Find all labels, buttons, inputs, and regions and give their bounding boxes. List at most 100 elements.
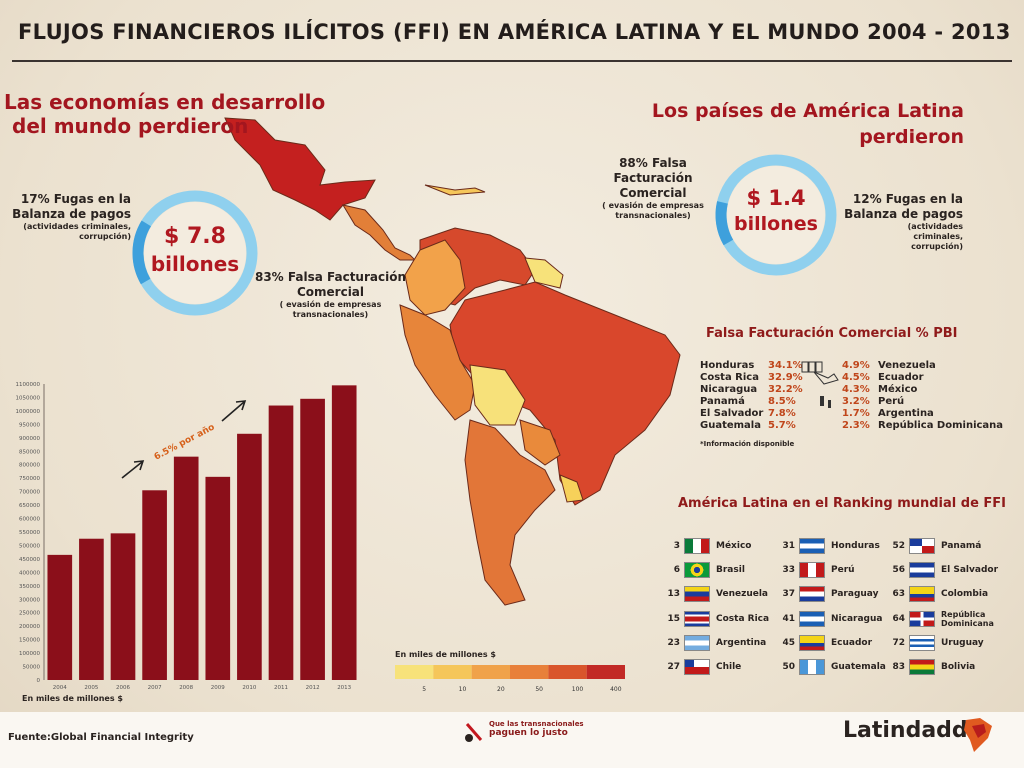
fake-invoicing-country: El Salvador [700,408,764,419]
fake-invoicing-value: 4.3% [842,384,870,395]
ranking-item: 64 República Dominicana [883,609,1013,629]
flag-brazil-icon [684,562,710,579]
logo-map-icon [964,718,992,752]
fake-invoicing-country: Costa Rica [700,372,759,383]
map-region-peru-ecuador [399,304,476,421]
x-tick-label: 2009 [211,685,225,691]
bar-2006 [110,533,136,680]
fake-invoicing-value: 1.7% [842,408,870,419]
developing-heading-line1: Las economías en desarrollo [4,90,326,114]
map-region-central-america [341,204,417,261]
latam-total-value: $ 1.4 [746,186,806,210]
fake-invoicing-value: 34.1% [768,360,803,371]
developing-heading-line2: del mundo perdieron [12,114,249,138]
ranking-item: 13 Venezuela [658,584,768,604]
ranking-country: Ecuador [831,637,873,648]
fake-invoicing-value: 2.3% [842,420,870,431]
latam-donut: $ 1.4 billones [713,152,839,278]
latam-heading: Los países de América Latina perdieron [652,98,964,150]
fake-invoicing-country: Venezuela [878,360,936,371]
fake-invoicing-right-list: 4.9% Venezuela 4.5% Ecuador 4.3% México 3.2% Pe… [842,360,1003,432]
ranking-number: 50 [782,662,795,672]
ranking-country: Argentina [716,637,767,648]
latam-leak-note2: criminales, [913,232,963,241]
y-tick-label: 550000 [19,530,40,536]
fake-invoicing-row: Guatemala 5.7% [700,420,803,432]
ranking-country: Nicaragua [831,613,883,624]
y-tick-label: 600000 [19,517,40,523]
fake-invoicing-country: República Dominicana [878,420,1004,431]
flag-uruguay-icon [909,634,935,651]
developing-leak-note2: corrupción) [79,232,131,241]
y-tick-label: 900000 [19,436,40,442]
ranking-country: Chile [716,662,742,672]
ranking-item: 23 Argentina [658,633,766,653]
y-tick-label: 950000 [19,422,40,428]
ranking-number: 13 [667,589,680,600]
flag-paraguay-icon [799,586,825,603]
map-scale: En miles de millones $ 5 10 20 50 100 400 [395,650,625,701]
scale-tick-label: 20 [497,686,505,693]
ranking-item: 52 Panamá [883,536,981,556]
title-divider [12,60,1012,62]
developing-total-unit: billones [150,252,240,276]
ranking-number: 37 [782,589,795,600]
ranking-country: Paraguay [831,589,879,600]
y-tick-label: 50000 [23,665,41,671]
latam-heading-line2: perdieron [859,126,964,148]
ranking-item: 37 Paraguay [773,584,878,604]
fake-invoicing-country: Argentina [878,408,934,419]
ranking-item: 15 Costa Rica [658,609,769,629]
map-region-colombia [404,239,466,316]
x-tick-label: 2011 [274,685,288,691]
trend-arrow-1 [121,461,143,479]
campaign-icon [465,723,483,742]
flag-nicaragua-icon [799,610,825,627]
map-region-guianas [524,257,564,289]
campaign-line1: Que las transnacionales [489,720,584,728]
fake-invoicing-row: 2.3% República Dominicana [842,420,1003,432]
y-tick-label: 400000 [19,570,40,576]
fake-invoicing-row: El Salvador 7.8% [700,408,803,420]
ranking-number: 45 [782,637,795,648]
bar-2007 [142,490,167,680]
latam-fake-note1: ( evasión de empresas [602,201,704,210]
flag-peru-icon [799,562,825,579]
flag-honduras-icon [799,538,825,554]
developing-donut: $ 7.8 billones [130,188,260,318]
growth-annotation: 6.5% por año [153,422,217,462]
flag-dominican-republic-icon [909,610,935,627]
bar-2008 [173,456,199,680]
ranking-item: 27 Chile [658,657,741,677]
latam-leak-note: 12% Fugas en la Balanza de pagos (activi… [838,192,963,252]
ranking-item: 6 Brasil [658,560,745,580]
developing-heading: Las economías en desarrollo del mundo pe… [4,90,325,138]
donut-center [144,202,246,304]
y-tick-label: 200000 [19,624,40,630]
fake-invoicing-country: México [878,384,918,395]
bar-2005 [79,538,104,680]
latam-fake-note2: transnacionales) [615,211,691,220]
map-scale-bar: 5 10 20 50 100 400 [395,665,625,693]
footer [0,712,1024,768]
developing-donut-ring [132,190,258,316]
ranking-country: Panamá [941,541,982,551]
flag-venezuela-icon [684,586,710,603]
ranking-number: 6 [673,565,680,576]
y-tick-label: 1100000 [16,382,41,388]
map-region-bolivia [469,364,526,426]
scale-swatch [510,665,549,679]
fake-invoicing-country: Guatemala [700,420,761,431]
bar-2011 [268,405,294,680]
x-tick-label: 2008 [179,685,193,691]
developing-fake-note: 83% Falsa Facturación Comercial ( evasió… [253,270,408,320]
scale-tick-label: 5 [422,686,426,693]
y-tick-label: 450000 [19,557,40,563]
developing-fake-label: Comercial [296,285,365,299]
x-tick-label: 2010 [242,685,256,691]
y-tick-label: 0 [37,678,41,684]
x-tick-label: 2013 [337,685,351,691]
flag-costa-rica-icon [684,610,710,627]
y-tick-label: 850000 [19,449,40,455]
ranking-item: 45 Ecuador [773,633,872,653]
